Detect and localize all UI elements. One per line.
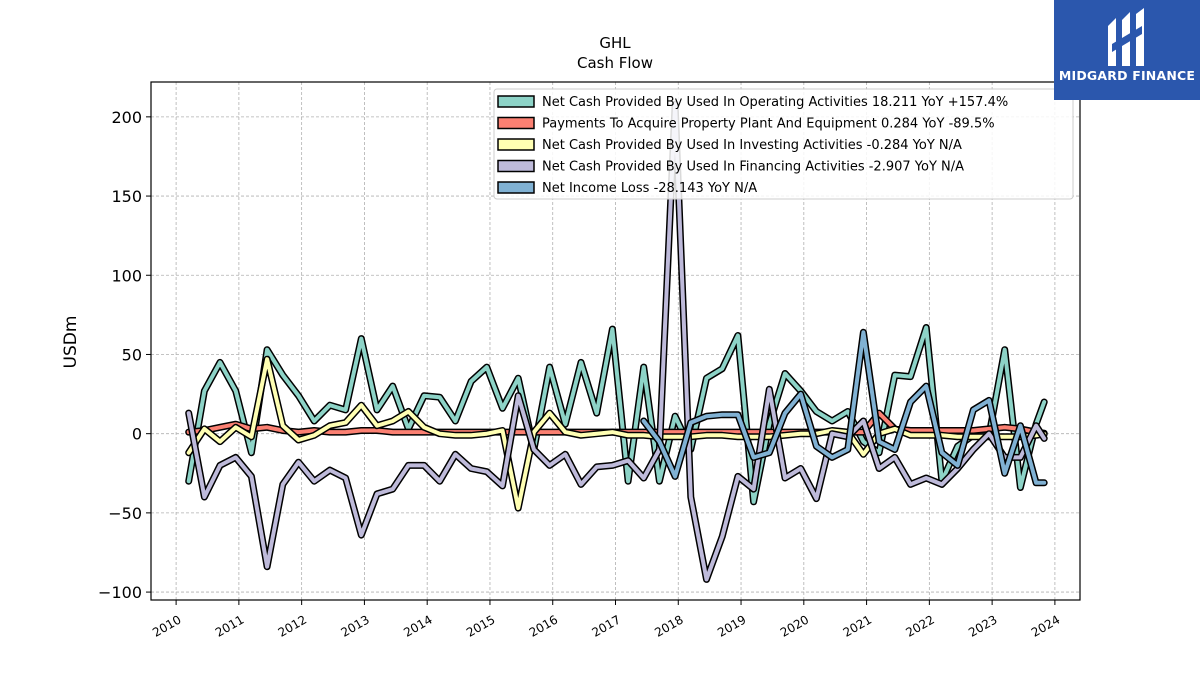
legend-swatch: [497, 138, 535, 151]
series-line-net-cash-provided-by-used-in-investing-activities: [186, 357, 1047, 511]
legend-swatch: [497, 159, 535, 173]
y-tick-label: 0: [132, 425, 142, 444]
midgard-logo-icon: [1108, 8, 1144, 66]
x-tick-label: 2012: [276, 612, 309, 639]
y-axis-label: USDm: [61, 316, 81, 369]
legend: Net Cash Provided By Used In Operating A…: [493, 88, 1074, 200]
brand-name: MIDGARD FINANCE: [1058, 68, 1196, 83]
brand-logo: MIDGARD FINANCE: [1054, 0, 1200, 100]
legend-entry: Net Income Loss -28.143 YoY N/A: [542, 181, 757, 196]
legend-swatch: [497, 181, 535, 194]
legend-entry: Payments To Acquire Property Plant And E…: [542, 117, 995, 132]
x-tick-label: 2020: [778, 612, 811, 639]
x-tick-label: 2015: [464, 612, 497, 639]
legend-box: [493, 88, 1074, 200]
x-tick-label: 2014: [401, 612, 434, 639]
y-tick-label: −100: [98, 583, 142, 602]
y-tick-label: 150: [111, 187, 142, 206]
x-tick-label: 2022: [903, 612, 936, 639]
y-tick-label: 100: [111, 266, 142, 285]
x-tick-label: 2011: [213, 612, 246, 639]
legend-entry: Net Cash Provided By Used In Operating A…: [542, 95, 1008, 110]
legend-entry: Net Cash Provided By Used In Financing A…: [542, 160, 964, 175]
series-line-net-income-loss: [641, 330, 1047, 485]
x-tick-label: 2023: [966, 612, 999, 639]
y-tick-label: 50: [122, 345, 142, 364]
series-lines: [185, 100, 1048, 583]
x-tick-label: 2017: [590, 612, 623, 639]
series-line-net-cash-provided-by-used-in-operating-activities: [186, 325, 1047, 504]
x-tick-label: 2016: [527, 612, 560, 639]
x-tick-label: 2024: [1029, 612, 1062, 639]
y-tick-label: −50: [108, 504, 142, 523]
y-tick-label: 200: [111, 108, 142, 127]
legend-swatch: [497, 116, 535, 130]
x-tick-label: 2013: [338, 612, 371, 639]
x-tick-label: 2021: [841, 612, 874, 639]
chart-title: GHL: [599, 34, 631, 52]
legend-swatch: [497, 95, 535, 108]
series-outline-net-income-loss: [640, 328, 1048, 487]
x-tick-label: 2010: [150, 612, 183, 639]
x-tick-label: 2019: [715, 612, 748, 639]
series-line-net-cash-provided-by-used-in-financing-activities: [186, 102, 1047, 582]
chart-subtitle: Cash Flow: [577, 54, 653, 72]
legend-entry: Net Cash Provided By Used In Investing A…: [542, 138, 962, 153]
x-tick-label: 2018: [652, 612, 685, 639]
